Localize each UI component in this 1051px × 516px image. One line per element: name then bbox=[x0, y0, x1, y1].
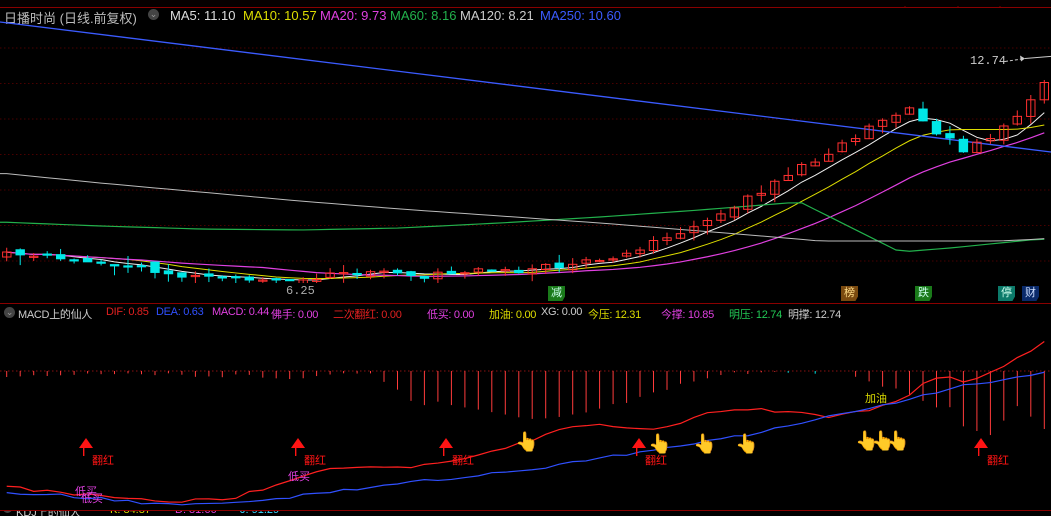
svg-text:👆: 👆 bbox=[693, 432, 717, 455]
svg-text:👆: 👆 bbox=[735, 432, 759, 455]
svg-text:👆: 👆 bbox=[515, 430, 539, 453]
svg-text:👆: 👆 bbox=[648, 432, 672, 455]
svg-text:👆: 👆 bbox=[886, 429, 910, 452]
